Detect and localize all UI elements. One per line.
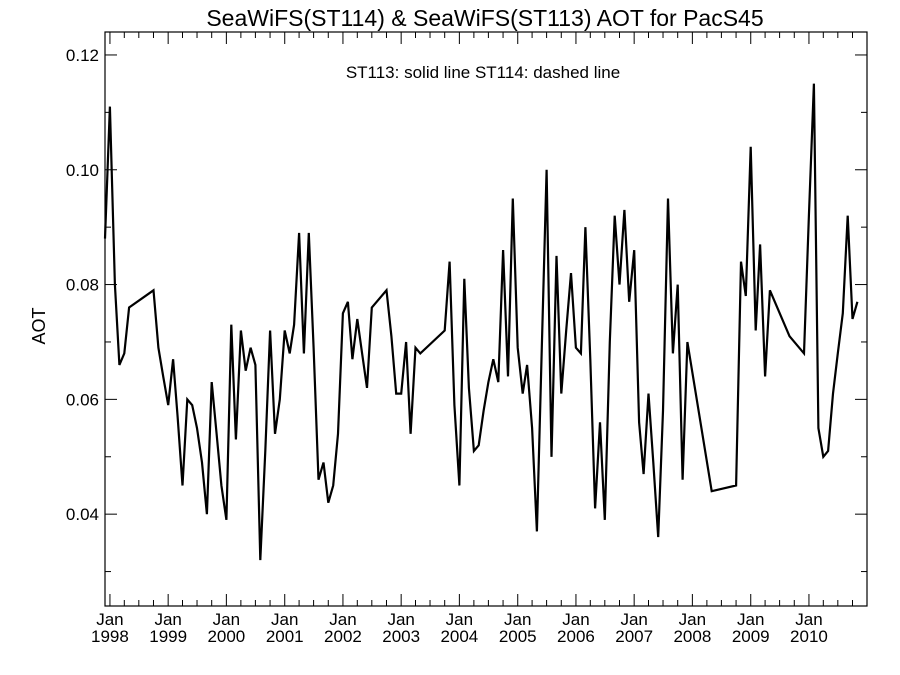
x-tick-month-label: Jan [213,610,240,629]
x-tick-month-label: Jan [154,610,181,629]
x-tick-year-label: 2007 [615,627,653,646]
x-tick-year-label: 2009 [732,627,770,646]
x-tick-year-label: 2002 [324,627,362,646]
y-tick-label: 0.12 [66,46,99,65]
x-tick-year-label: 2001 [266,627,304,646]
x-tick-year-label: 1999 [149,627,187,646]
y-tick-label: 0.04 [66,505,99,524]
axis-ticks [105,32,867,606]
x-tick-month-label: Jan [737,610,764,629]
plot-frame [104,31,868,607]
x-tick-month-label: Jan [387,610,414,629]
x-tick-month-label: Jan [96,610,123,629]
series-line-st113 [103,83,859,561]
x-tick-year-label: 2003 [382,627,420,646]
x-tick-year-label: 2004 [440,627,478,646]
x-tick-year-label: 2000 [207,627,245,646]
series-group [103,83,859,561]
y-tick-label: 0.06 [66,390,99,409]
y-tick-label: 0.08 [66,276,99,295]
y-tick-label: 0.10 [66,161,99,180]
x-tick-month-label: Jan [620,610,647,629]
x-tick-month-label: Jan [679,610,706,629]
x-tick-month-label: Jan [562,610,589,629]
y-axis-label: AOT [29,307,49,344]
line-style-annotation: ST113: solid line ST114: dashed line [346,63,620,82]
x-tick-month-label: Jan [446,610,473,629]
x-tick-month-label: Jan [795,610,822,629]
x-tick-year-label: 2008 [673,627,711,646]
axis-tick-labels: 0.040.060.080.100.12Jan1998Jan1999Jan200… [66,46,828,646]
x-tick-year-label: 2006 [557,627,595,646]
x-tick-year-label: 2010 [790,627,828,646]
x-tick-month-label: Jan [504,610,531,629]
x-tick-year-label: 2005 [499,627,537,646]
x-tick-year-label: 1998 [91,627,129,646]
x-tick-month-label: Jan [329,610,356,629]
chart-title: SeaWiFS(ST114) & SeaWiFS(ST113) AOT for … [206,5,763,31]
x-tick-month-label: Jan [271,610,298,629]
